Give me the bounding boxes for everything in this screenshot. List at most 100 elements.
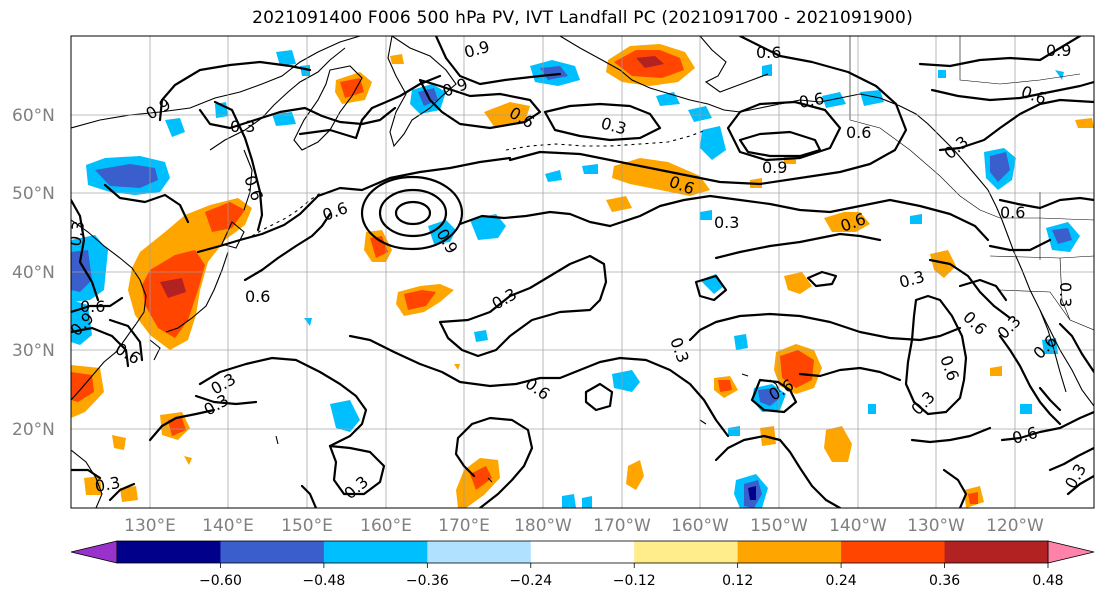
colorbar: −0.60 −0.48 −0.36 −0.24 −0.12 0.12 0.24 0.36 0.4… (70, 540, 1095, 589)
contour-label: 0.3 (65, 219, 88, 247)
lat-label: 20°N (12, 420, 55, 440)
contour-label: 0.6 (797, 89, 825, 112)
contour-label: 0.6 (80, 297, 105, 316)
pv-patch (95, 164, 158, 188)
contour-ring (360, 175, 464, 251)
colorbar-cell (427, 541, 532, 563)
coast-line (987, 189, 1094, 407)
pv-patch (612, 370, 640, 392)
pv-patch (612, 158, 710, 196)
contour-label: 0.3 (1056, 282, 1075, 307)
contour-line (298, 74, 442, 140)
pv-patch (860, 90, 884, 106)
contour-line (213, 100, 264, 232)
lon-label: 160°W (671, 516, 729, 536)
contour-line (938, 98, 1094, 152)
pv-patch (112, 435, 126, 450)
contour-ring (738, 130, 822, 158)
contour-label: 0.3 (714, 213, 739, 232)
contour-line (71, 198, 100, 302)
contour-line (998, 196, 1094, 210)
contour-line (608, 194, 990, 242)
contour-ring (694, 274, 728, 302)
pv-patch (700, 126, 726, 160)
island (487, 477, 493, 483)
colorbar-cell (323, 541, 428, 563)
contour-line (714, 232, 882, 260)
pv-patch (762, 64, 772, 76)
colorbar-cell (117, 541, 221, 563)
contour-line (458, 210, 612, 228)
lon-label: 180°W (514, 516, 572, 536)
coast-line (209, 47, 346, 151)
lon-label: 130°E (124, 516, 176, 536)
pv-patch (910, 214, 922, 224)
contour-line (158, 60, 312, 122)
pv-patch (990, 366, 1002, 376)
contour-line (71, 296, 124, 314)
map-frame (70, 35, 1095, 509)
lat-label: 60°N (12, 106, 55, 126)
border-line (999, 289, 1094, 331)
colorbar-tick-label: 0.48 (1032, 573, 1063, 589)
colorbar-extend-max (1047, 540, 1095, 564)
contour-line (928, 258, 1012, 320)
colorbar-cell (220, 541, 325, 563)
colorbar-tick-label: −0.12 (613, 573, 656, 589)
lon-label: 140°W (829, 516, 887, 536)
pv-patch (404, 290, 436, 310)
contour-label: 0.6 (846, 123, 871, 142)
pv-patch (784, 272, 812, 294)
contour-ring (378, 188, 448, 238)
lon-label: 160°E (360, 516, 412, 536)
contour-label: 0.6 (1000, 203, 1025, 222)
pv-patch (562, 494, 576, 508)
coast-line (71, 323, 137, 401)
pv-patch (758, 388, 780, 406)
contour-line (243, 212, 332, 282)
latitude-labels: 60°N 50°N 40°N 30°N 20°N (12, 106, 55, 440)
pv-patch (938, 70, 946, 78)
figure-title: 2021091400 F006 500 hPa PV, IVT Landfall… (252, 8, 913, 28)
pv-patch (474, 330, 488, 342)
colorbar-tick-label: −0.36 (406, 573, 449, 589)
colorbar-cell (737, 541, 842, 563)
pv-patch (160, 278, 186, 298)
contour-line (103, 183, 190, 224)
contour-line (454, 416, 534, 508)
pv-patch (824, 426, 852, 462)
lon-label: 170°W (593, 516, 651, 536)
contour-line (198, 106, 397, 130)
contour-line (1038, 386, 1062, 412)
lat-label: 40°N (12, 263, 55, 283)
contour-line (958, 278, 1008, 302)
pv-patch (205, 202, 245, 232)
pv-patch (390, 54, 404, 64)
pv-patch (968, 492, 978, 504)
pv-patch (1075, 118, 1094, 128)
contour-label: 0.6 (245, 287, 270, 306)
contour-ring (394, 200, 432, 226)
pv-patch (1055, 70, 1064, 80)
pv-patch (470, 466, 492, 490)
pv-patch (545, 170, 562, 182)
pv-patch (868, 404, 876, 414)
colorbar-cell (841, 541, 946, 563)
contour-label: 0.9 (762, 158, 787, 177)
colorbar-cell (944, 541, 1049, 563)
island (699, 419, 707, 425)
longitude-labels: 130°E 140°E 150°E 160°E 170°E 180°W 170°… (124, 516, 1044, 536)
pv-patch (1020, 404, 1032, 414)
pv-patch (582, 164, 598, 174)
pv-patch (340, 78, 364, 98)
pv-patch (272, 112, 296, 126)
colorbar-cell (634, 541, 739, 563)
ivt-contours (71, 36, 1094, 508)
colorbar-frame (116, 540, 1049, 564)
coast-line (149, 339, 161, 361)
border-line (849, 119, 1094, 221)
pv-patch (582, 496, 592, 508)
pv-patch (304, 318, 312, 326)
pv-patch (606, 196, 632, 212)
